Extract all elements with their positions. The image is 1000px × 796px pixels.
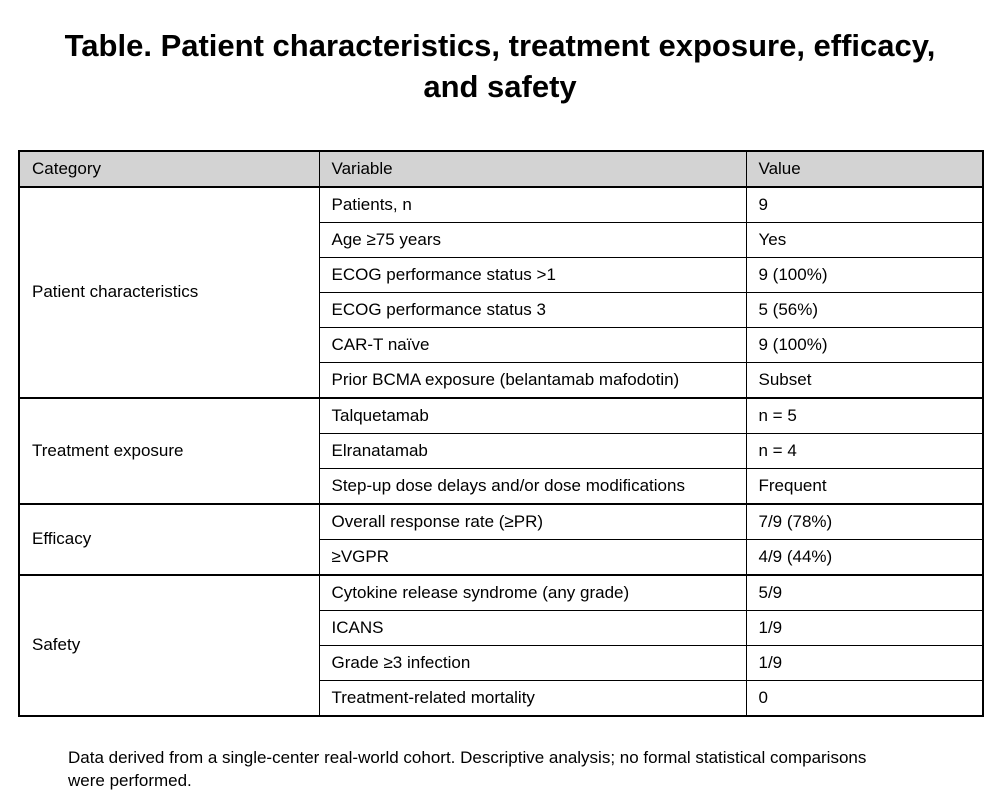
table-row: Age ≥75 years Yes [19,221,984,258]
column-header-value: Value [745,150,984,188]
table-body: Patient characteristics Patients, n 9 Age ≥… [18,186,984,717]
variable-cell: Prior BCMA exposure (belantamab mafodoti… [318,361,747,399]
category-cell: Treatment exposure [18,396,320,505]
table-header-row: Category Variable Value [18,150,984,188]
table-row: Prior BCMA exposure (belantamab mafodoti… [19,361,984,399]
value-cell: 1/9 [745,609,984,646]
table-row: Treatment-related mortality 0 [19,679,984,717]
page-title: Table. Patient characteristics, treatmen… [64,28,936,104]
variable-cell: Grade ≥3 infection [318,644,747,681]
variable-cell: Cytokine release syndrome (any grade) [318,573,747,611]
variable-cell: ECOG performance status 3 [318,291,747,328]
table-row: Elranatamab n = 4 [19,432,984,469]
table-row: Treatment exposure Talquetamab n = 5 [18,396,984,505]
value-cell: Frequent [745,467,984,505]
variable-cell: Age ≥75 years [318,221,747,258]
column-header-category: Category [18,150,320,188]
variable-cell: ICANS [318,609,747,646]
value-cell: n = 4 [745,432,984,469]
table-row: Safety Cytokine release syndrome (any gra… [18,573,984,717]
table-row: CAR-T naïve 9 (100%) [19,326,984,363]
table-row: ≥VGPR 4/9 (44%) [19,538,984,576]
variable-cell: Talquetamab [318,396,747,434]
table-row: Efficacy Overall response rate (≥PR) 7/9 (… [18,502,984,576]
variable-cell: Treatment-related mortality [318,679,747,717]
value-cell: 0 [745,679,984,717]
variable-cell: ECOG performance status >1 [318,256,747,293]
variable-cell: Elranatamab [318,432,747,469]
category-cell: Efficacy [18,502,320,576]
category-cell: Patient characteristics [18,186,320,399]
value-cell: 9 (100%) [745,256,984,293]
value-cell: 1/9 [745,644,984,681]
footnote: Data derived from a single-center real-w… [68,747,867,790]
variable-cell: CAR-T naïve [318,326,747,363]
variable-cell: Patients, n [318,186,747,223]
variable-cell: Step-up dose delays and/or dose modifica… [318,467,747,505]
patient-characteristics-table: Category Variable Value Patient characte… [18,149,984,717]
variable-cell: Overall response rate (≥PR) [318,502,747,540]
value-cell: 7/9 (78%) [745,502,984,540]
value-cell: Subset [745,361,984,399]
table-row: Grade ≥3 infection 1/9 [19,644,984,681]
value-cell: n = 5 [745,396,984,434]
column-header-variable: Variable [318,150,747,188]
value-cell: 9 (100%) [745,326,984,363]
value-cell: 5/9 [745,573,984,611]
value-cell: 9 [745,186,984,223]
category-cell: Safety [18,573,320,717]
value-cell: 5 (56%) [745,291,984,328]
value-cell: Yes [745,221,984,258]
value-cell: 4/9 (44%) [745,538,984,576]
variable-cell: ≥VGPR [318,538,747,576]
table-row: Step-up dose delays and/or dose modifica… [19,467,984,505]
